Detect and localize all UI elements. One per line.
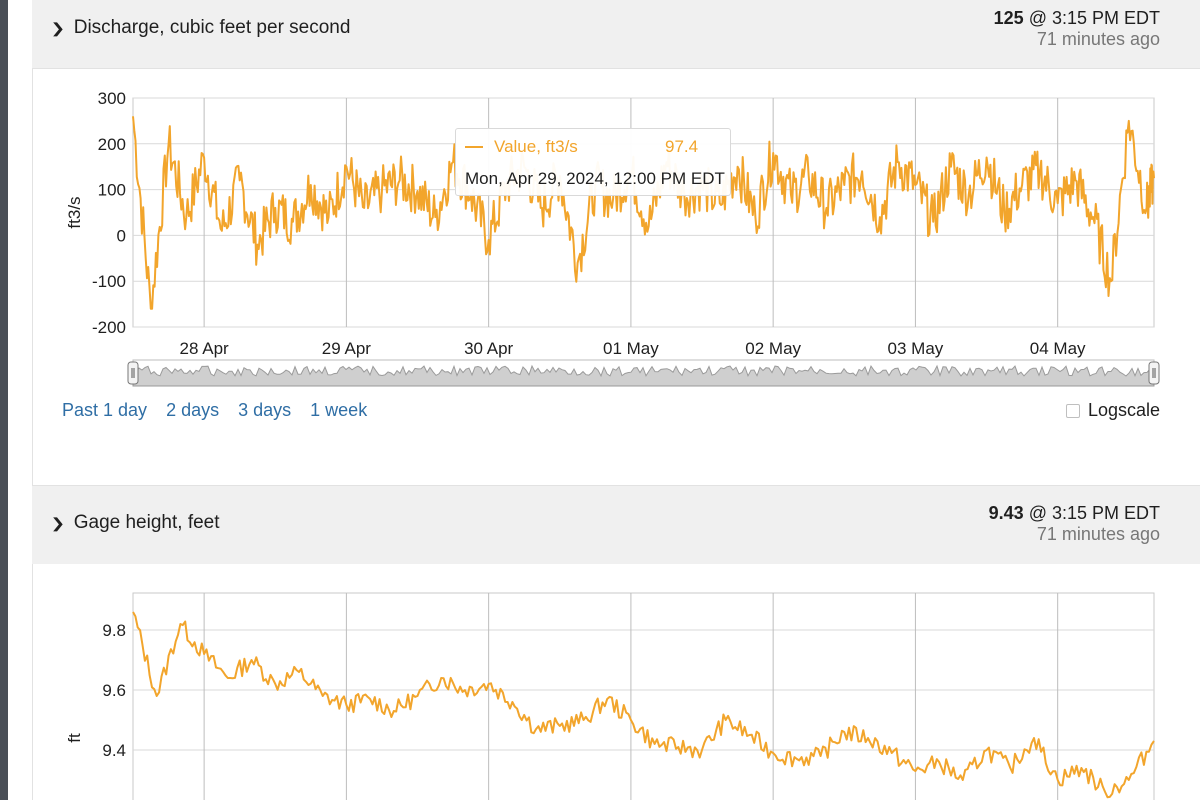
logscale-toggle[interactable]: Logscale bbox=[1065, 400, 1160, 421]
discharge-latest-time: @ 3:15 PM EDT bbox=[1028, 8, 1160, 28]
logscale-checkbox[interactable] bbox=[1065, 403, 1080, 418]
series-swatch bbox=[465, 146, 483, 148]
series-line-gage-height bbox=[132, 611, 1155, 799]
y-tick-label: 0 bbox=[117, 226, 126, 245]
navigator-handle-left bbox=[127, 361, 139, 385]
gage-title-text: Gage height, feet bbox=[73, 512, 220, 533]
series-line-discharge bbox=[132, 116, 1155, 310]
gage-latest-ago: 71 minutes ago bbox=[1036, 524, 1160, 544]
tooltip-timestamp: Mon, Apr 29, 2024, 12:00 PM EDT bbox=[465, 169, 725, 188]
y-tick-label: -100 bbox=[92, 272, 126, 291]
chevron-down-icon[interactable]: ❯ bbox=[50, 514, 66, 531]
x-tick-label: 29 Apr bbox=[322, 339, 371, 358]
range-links: Past 1 day 2 days 3 days 1 week bbox=[62, 400, 367, 421]
y-tick-label: 9.4 bbox=[102, 741, 126, 760]
x-tick-label: 04 May bbox=[1030, 339, 1086, 358]
tooltip-value: 97.4 bbox=[665, 137, 699, 156]
navigator-handle-right bbox=[1148, 361, 1160, 385]
gage-latest-reading: 9.43 @ 3:15 PM EDT 71 minutes ago bbox=[989, 503, 1160, 545]
gage-latest-time: @ 3:15 PM EDT bbox=[1028, 503, 1160, 523]
discharge-panel-title[interactable]: ❯ Discharge, cubic feet per second bbox=[50, 17, 351, 39]
y-tick-label: 300 bbox=[98, 89, 126, 108]
x-tick-label: 30 Apr bbox=[464, 339, 513, 358]
range-link-2-days[interactable]: 2 days bbox=[166, 400, 220, 420]
discharge-latest-value: 125 bbox=[993, 8, 1024, 28]
page-left-edge bbox=[0, 0, 8, 800]
gage-latest-value: 9.43 bbox=[988, 503, 1024, 523]
x-tick-label: 02 May bbox=[745, 339, 801, 358]
x-tick-label: 03 May bbox=[888, 339, 944, 358]
range-link-1-week[interactable]: 1 week bbox=[310, 400, 368, 420]
discharge-title-text: Discharge, cubic feet per second bbox=[73, 17, 351, 38]
tooltip-series-name: Value, ft3/s bbox=[494, 137, 578, 156]
gage-panel-title[interactable]: ❯ Gage height, feet bbox=[50, 512, 220, 534]
y-axis-label: ft bbox=[65, 733, 84, 743]
logscale-label: Logscale bbox=[1087, 400, 1160, 420]
y-tick-label: 9.6 bbox=[102, 681, 126, 700]
x-tick-label: 28 Apr bbox=[180, 339, 229, 358]
plot-area-1 bbox=[132, 592, 1155, 800]
discharge-latest-ago: 71 minutes ago bbox=[1036, 29, 1160, 49]
y-tick-label: 9.8 bbox=[102, 621, 126, 640]
chart-tooltip: Value, ft3/s 97.4 Mon, Apr 29, 2024, 12:… bbox=[455, 128, 731, 196]
discharge-latest-reading: 125 @ 3:15 PM EDT 71 minutes ago bbox=[994, 8, 1160, 50]
gage-panel-header[interactable] bbox=[32, 485, 1200, 565]
navigator-series bbox=[132, 364, 1155, 387]
y-tick-label: -200 bbox=[92, 318, 126, 337]
y-tick-label: 200 bbox=[98, 135, 126, 154]
discharge-panel-header[interactable] bbox=[32, 0, 1200, 69]
y-axis-label: ft3/s bbox=[65, 196, 84, 228]
x-tick-label: 01 May bbox=[603, 339, 659, 358]
chevron-down-icon[interactable]: ❯ bbox=[50, 19, 66, 36]
y-tick-label: 100 bbox=[98, 181, 126, 200]
range-link-3-days[interactable]: 3 days bbox=[238, 400, 292, 420]
range-link-past-1-day[interactable]: Past 1 day bbox=[62, 400, 148, 420]
